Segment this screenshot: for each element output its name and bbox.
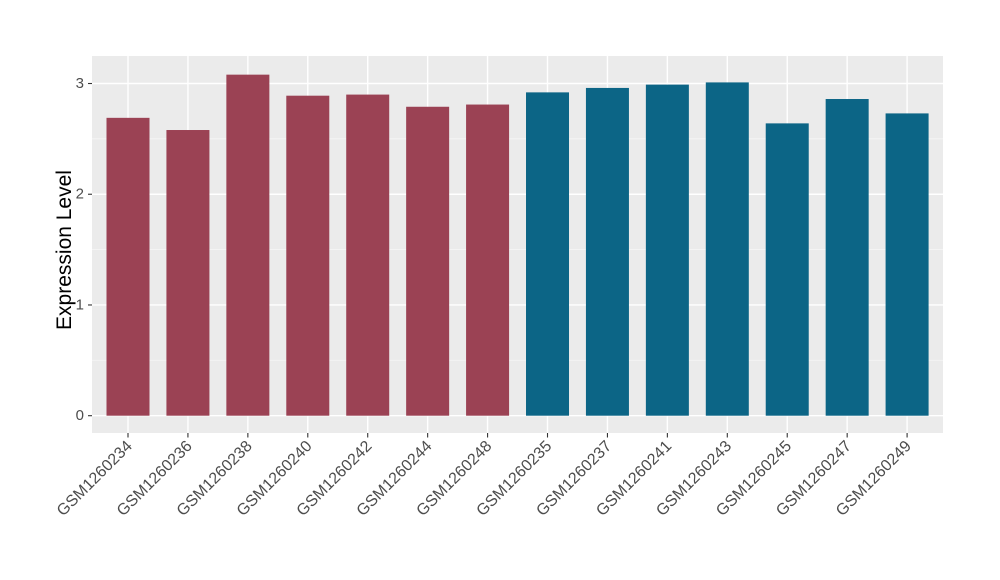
bar-GSM1260244 (406, 106, 450, 416)
bar-GSM1260242 (346, 94, 390, 416)
bar-GSM1260245 (765, 123, 809, 416)
bar-GSM1260236 (166, 130, 210, 416)
bar-GSM1260243 (705, 82, 749, 416)
y-axis-title: Expression Level (53, 170, 76, 330)
bar-GSM1260237 (585, 87, 629, 416)
bar-GSM1260235 (526, 92, 570, 416)
plot-panel (92, 56, 943, 433)
bar-GSM1260249 (885, 113, 929, 416)
bar-GSM1260241 (645, 84, 689, 416)
y-tick-label: 3 (76, 75, 84, 92)
bar-GSM1260248 (466, 104, 510, 416)
y-tick-label: 2 (76, 186, 84, 203)
y-tick-label: 0 (76, 407, 84, 424)
bar-GSM1260234 (106, 117, 150, 416)
bar-GSM1260238 (226, 74, 270, 416)
y-tick-label: 1 (76, 296, 84, 313)
bar-GSM1260240 (286, 95, 330, 416)
bar-GSM1260247 (825, 99, 869, 416)
